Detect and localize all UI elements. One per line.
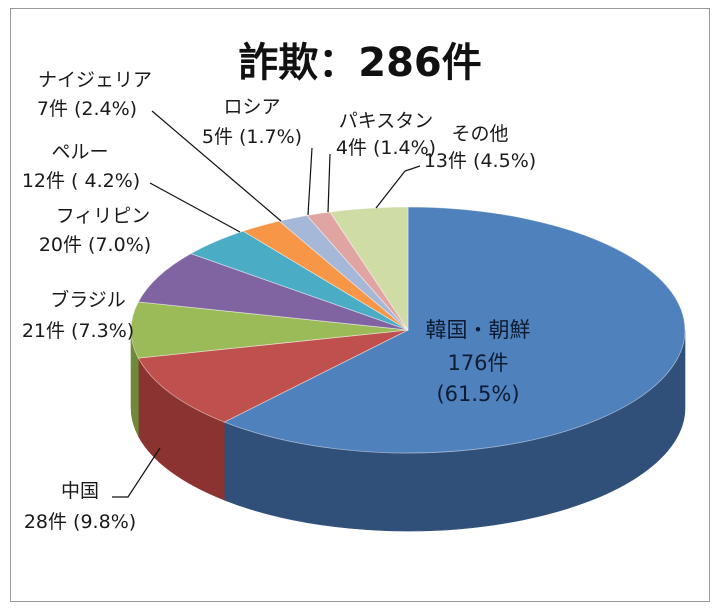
pie-tops	[130, 206, 686, 454]
slice-top-2	[130, 301, 409, 359]
slice-label-1-line1: 中国	[61, 480, 99, 502]
slice-label-3-line2: 20件 (7.0%)	[39, 234, 151, 256]
slice-label-6-line2: 5件 (1.7%)	[202, 126, 302, 148]
slice-label-4-line2: 12件 ( 4.2%)	[22, 170, 140, 192]
slice-top-1	[137, 329, 409, 423]
slice-label-2-line1: ブラジル	[50, 288, 126, 311]
slice-top-8	[329, 206, 409, 332]
leader-line-8	[375, 165, 421, 209]
leader-line-1	[112, 447, 161, 498]
leader-line-5	[151, 110, 282, 222]
slice-label-4-line1: ペルー	[51, 141, 108, 163]
leader-line-7	[327, 153, 331, 213]
slice-label-0-line2: 176件	[447, 351, 508, 375]
slice-label-8-line2: 13件 (4.5%)	[424, 150, 536, 172]
slice-label-7-line2: 4件 (1.4%)	[336, 137, 436, 159]
slice-top-3	[137, 253, 409, 331]
slice-label-0-line1: 韓国・朝鮮	[426, 318, 531, 342]
slice-labels: 韓国・朝鮮 176件 (61.5%) 中国 28件 (9.8%) ブラジル 21件 (7.3…	[22, 69, 536, 533]
slice-label-2-line2: 21件 (7.3%)	[22, 320, 134, 342]
slice-label-3-line1: フィリピン	[56, 205, 151, 227]
leader-lines	[112, 110, 421, 498]
slice-label-8-line1: その他	[451, 123, 508, 145]
slice-label-6-line1: ロシア	[223, 96, 280, 118]
leader-line-6	[307, 147, 313, 216]
chart-title: 詐欺：286件	[238, 40, 482, 86]
slice-label-1-line2: 28件 (9.8%)	[24, 511, 136, 533]
leader-line-4	[149, 182, 241, 233]
slice-label-5-line1: ナイジェリア	[38, 69, 152, 91]
slice-top-0	[223, 206, 686, 454]
slice-label-5-line2: 7件 (2.4%)	[37, 98, 137, 120]
slice-label-7-line1: パキスタン	[339, 110, 433, 132]
slice-label-0-line3: (61.5%)	[436, 382, 519, 406]
